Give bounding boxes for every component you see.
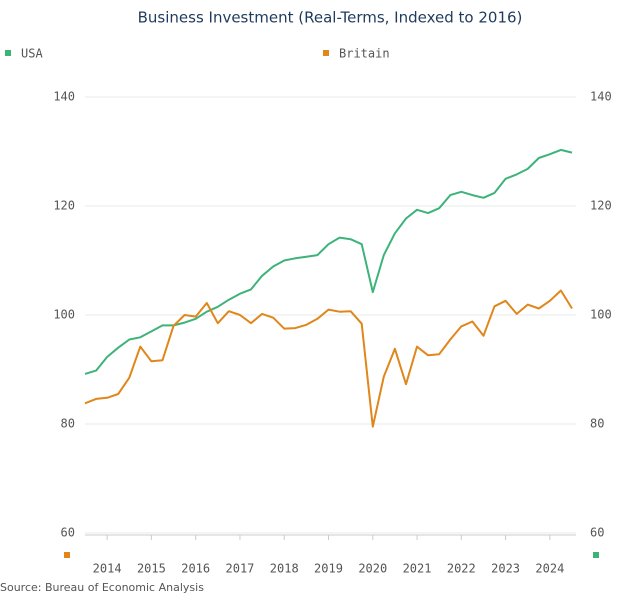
axis-marker [593, 552, 599, 558]
legend-swatch [5, 50, 11, 56]
x-tick-label: 2022 [447, 562, 476, 576]
x-tick-label: 2020 [358, 562, 387, 576]
legend-swatch [323, 50, 329, 56]
y-tick-label: 120 [53, 199, 75, 213]
y2-tick-label: 140 [590, 90, 612, 104]
legend-label: Britain [339, 47, 390, 61]
y2-tick-label: 80 [590, 417, 604, 431]
y-tick-label: 80 [61, 417, 75, 431]
x-tick-label: 2016 [181, 562, 210, 576]
axis-marker [64, 552, 70, 558]
x-tick-label: 2014 [93, 562, 122, 576]
x-tick-label: 2018 [270, 562, 299, 576]
x-tick-label: 2017 [226, 562, 255, 576]
y-tick-label: 140 [53, 90, 75, 104]
y-tick-label: 100 [53, 308, 75, 322]
y2-tick-label: 60 [590, 526, 604, 540]
chart-title: Business Investment (Real-Terms, Indexed… [138, 9, 523, 27]
series-line [84, 289, 573, 428]
x-tick-label: 2024 [535, 562, 564, 576]
x-tick-label: 2019 [314, 562, 343, 576]
series-line [84, 148, 573, 375]
x-tick-label: 2021 [403, 562, 432, 576]
legend-label: USA [21, 47, 43, 61]
x-tick-label: 2023 [491, 562, 520, 576]
y-tick-label: 60 [61, 526, 75, 540]
y2-tick-label: 120 [590, 199, 612, 213]
y2-tick-label: 100 [590, 308, 612, 322]
source: Source: Bureau of Economic Analysis [0, 581, 204, 594]
x-tick-label: 2015 [137, 562, 166, 576]
